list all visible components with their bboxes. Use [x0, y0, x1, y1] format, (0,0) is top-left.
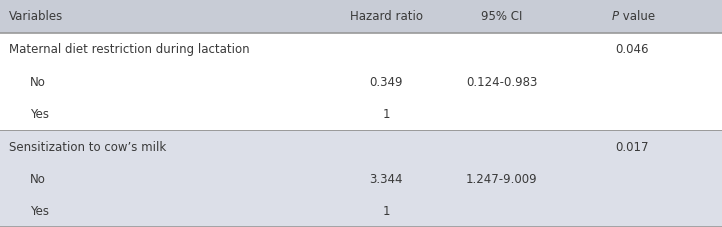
Text: 95% CI: 95% CI — [481, 10, 523, 23]
Text: 0.017: 0.017 — [615, 140, 648, 153]
Bar — [0, 66, 722, 98]
Text: 0.124-0.983: 0.124-0.983 — [466, 75, 537, 89]
Bar — [0, 34, 722, 66]
Text: Sensitization to cow’s milk: Sensitization to cow’s milk — [9, 140, 166, 153]
Bar — [0, 0, 722, 34]
Bar — [0, 98, 722, 130]
Text: No: No — [30, 75, 46, 89]
Text: Yes: Yes — [30, 204, 49, 217]
Text: Hazard ratio: Hazard ratio — [349, 10, 423, 23]
Text: 0.349: 0.349 — [370, 75, 403, 89]
Bar — [0, 130, 722, 163]
Text: P: P — [612, 10, 619, 23]
Text: 1.247-9.009: 1.247-9.009 — [466, 172, 538, 185]
Text: Maternal diet restriction during lactation: Maternal diet restriction during lactati… — [9, 43, 249, 56]
Bar — [0, 195, 722, 227]
Text: value: value — [619, 10, 655, 23]
Text: 1: 1 — [383, 108, 390, 121]
Text: Variables: Variables — [9, 10, 63, 23]
Text: No: No — [30, 172, 46, 185]
Bar — [0, 163, 722, 195]
Text: 1: 1 — [383, 204, 390, 217]
Text: Yes: Yes — [30, 108, 49, 121]
Text: 3.344: 3.344 — [370, 172, 403, 185]
Text: 0.046: 0.046 — [615, 43, 648, 56]
